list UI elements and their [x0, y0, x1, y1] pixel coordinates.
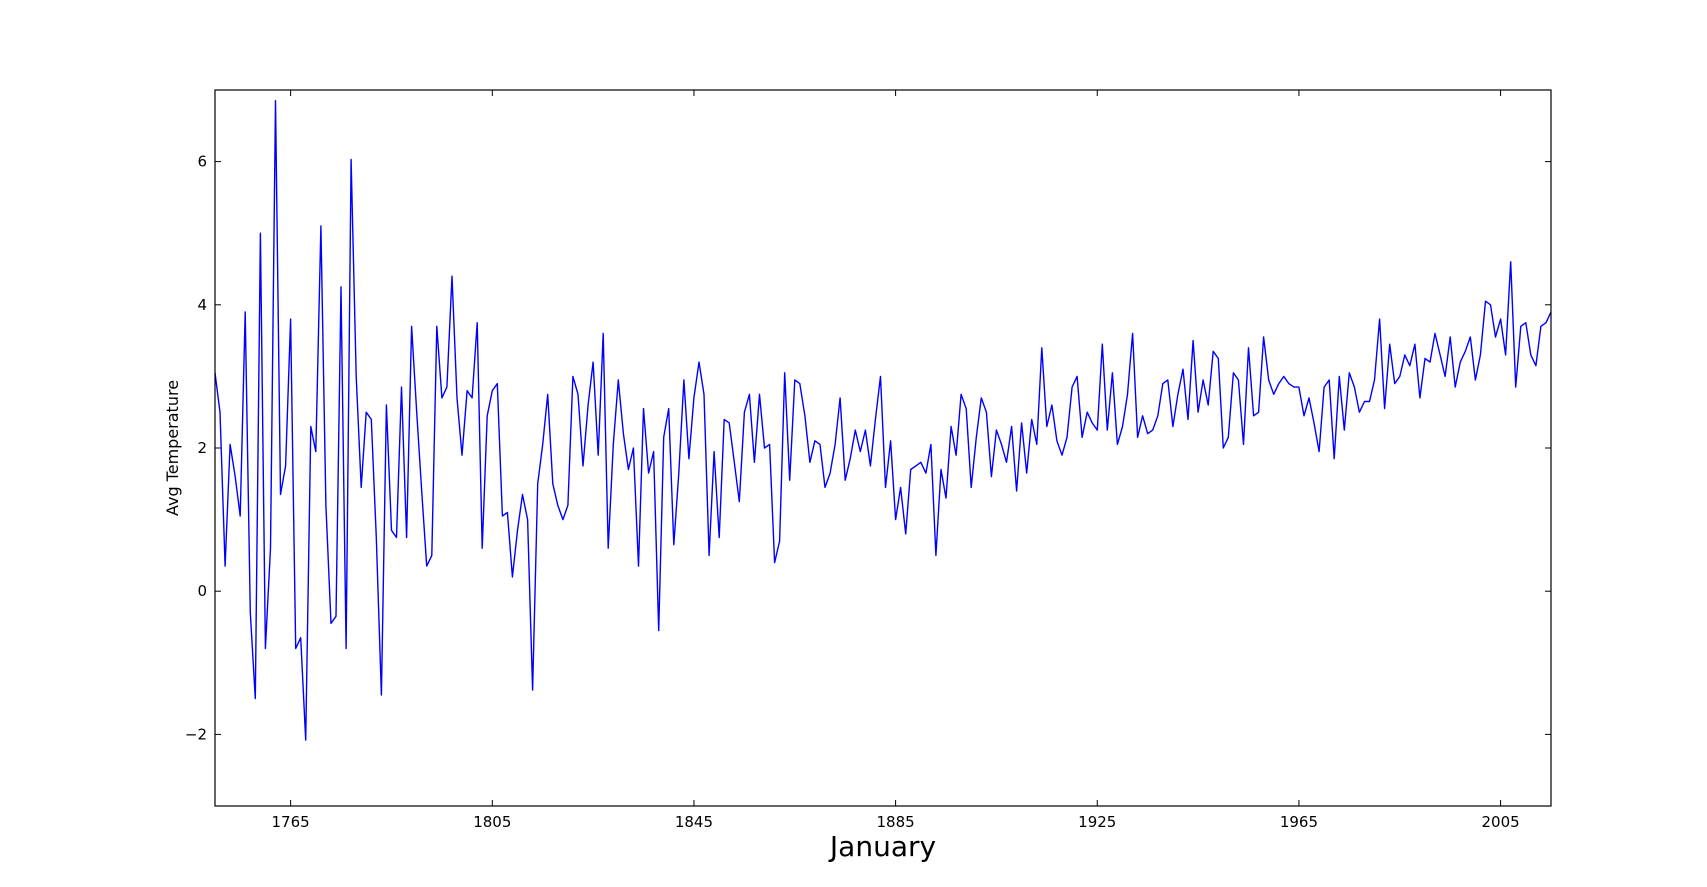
x-tick-label: 1845 — [675, 813, 713, 831]
x-tick-label: 1805 — [473, 813, 511, 831]
y-tick-label: 2 — [197, 439, 207, 457]
tick-labels: 1765 1805 1845 1885 1925 1965 2005 −2 0 2 4 6 — [185, 153, 1520, 831]
y-axis-label: Avg Temperature — [163, 380, 182, 516]
y-tick-label: 6 — [197, 153, 207, 171]
x-tick-label: 1965 — [1280, 813, 1318, 831]
y-tick-label: −2 — [185, 725, 207, 743]
y-tick-label: 4 — [197, 296, 207, 314]
plot-background — [215, 90, 1551, 806]
x-tick-label: 1925 — [1078, 813, 1116, 831]
x-tick-label: 2005 — [1481, 813, 1519, 831]
x-axis-label: January — [828, 830, 936, 863]
y-tick-label: 0 — [197, 582, 207, 600]
axis-ticks — [215, 90, 1551, 806]
x-tick-label: 1765 — [272, 813, 310, 831]
temperature-series-line — [214, 100, 1552, 741]
plot-frame — [214, 89, 1552, 807]
x-tick-label: 1885 — [877, 813, 915, 831]
